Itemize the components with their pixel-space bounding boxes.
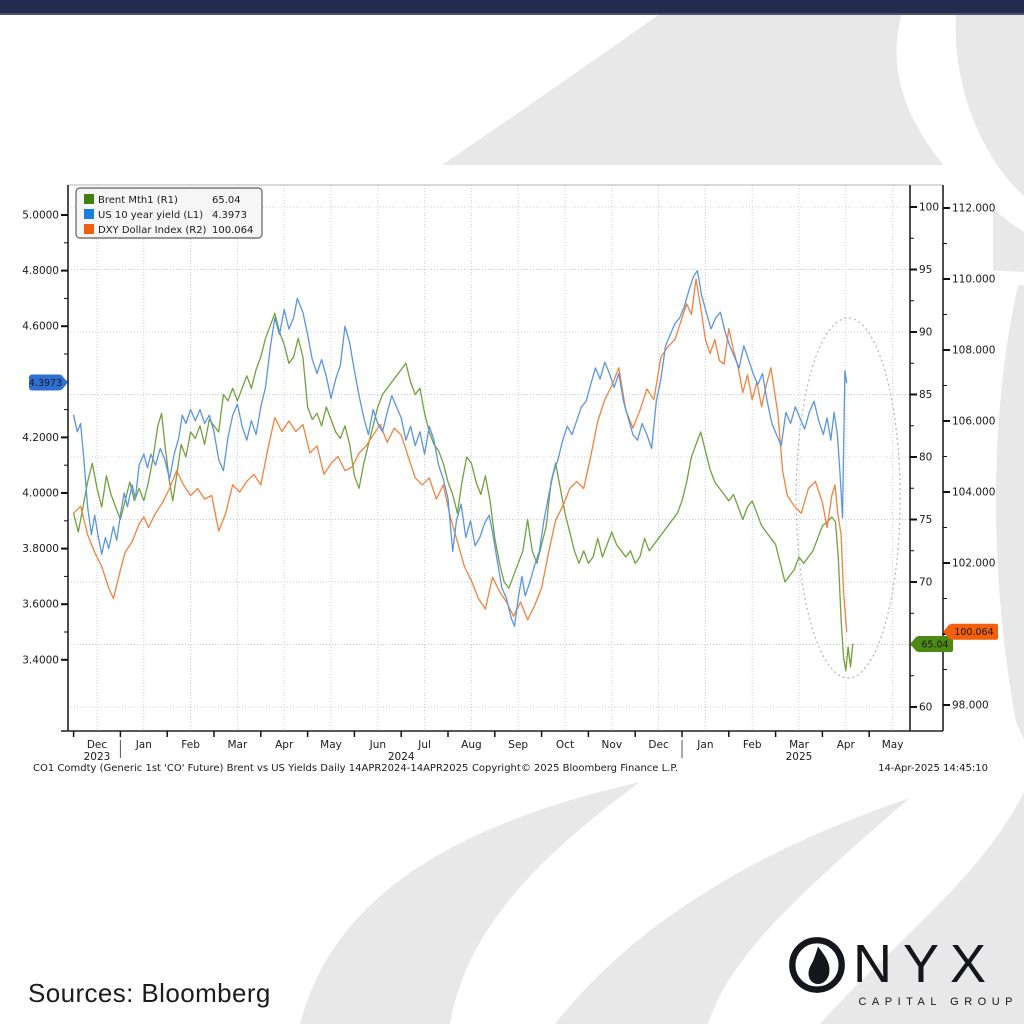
- svg-text:70: 70: [919, 577, 932, 589]
- svg-text:Dec: Dec: [648, 739, 669, 751]
- svg-text:4.8000: 4.8000: [22, 265, 59, 277]
- svg-text:106.000: 106.000: [952, 416, 995, 428]
- svg-text:85: 85: [919, 389, 932, 401]
- svg-text:110.000: 110.000: [952, 274, 995, 286]
- svg-text:2023: 2023: [84, 751, 111, 763]
- onyx-logo-row: NYX: [786, 933, 1018, 995]
- series-dxy-dollar-index-r2: [72, 278, 848, 633]
- svg-text:Mar: Mar: [789, 739, 809, 751]
- svg-text:60: 60: [919, 702, 932, 714]
- svg-text:May: May: [320, 739, 342, 751]
- onyx-flame-o-icon: [789, 937, 845, 993]
- svg-text:80: 80: [919, 452, 932, 464]
- svg-text:4.3973: 4.3973: [212, 210, 247, 221]
- highlight-ellipse: [795, 317, 901, 679]
- svg-text:2025: 2025: [786, 751, 813, 763]
- svg-text:65.04: 65.04: [921, 640, 948, 651]
- svg-text:4.3973: 4.3973: [29, 378, 62, 389]
- svg-text:Oct: Oct: [556, 739, 574, 751]
- svg-text:Feb: Feb: [743, 739, 762, 751]
- gridlines: [68, 185, 910, 731]
- svg-text:98.000: 98.000: [952, 700, 989, 712]
- svg-text:Jan: Jan: [696, 739, 713, 751]
- svg-text:Aug: Aug: [461, 739, 482, 751]
- last-value-tag-us10y: 4.3973: [29, 374, 68, 391]
- svg-text:3.6000: 3.6000: [22, 599, 59, 611]
- svg-text:Apr: Apr: [275, 739, 294, 751]
- svg-text:3.8000: 3.8000: [22, 543, 59, 555]
- svg-text:Copyright© 2025 Bloomberg Fina: Copyright© 2025 Bloomberg Finance L.P.: [472, 763, 678, 774]
- series-us-10-year-yield-l1: [72, 269, 848, 628]
- svg-text:Jul: Jul: [417, 739, 431, 751]
- legend-swatch-icon: [84, 209, 94, 219]
- left-axis-us10y: 5.0000 4.8000 4.6000 4.2000 4.0000 3.8000 3.60…: [22, 210, 68, 666]
- onyx-capital-group-logo: NYX CAPITAL GROUP: [786, 933, 1018, 1008]
- svg-text:3.4000: 3.4000: [22, 654, 59, 666]
- legend: Brent Mth1 (R1) 65.04 US 10 year yield (L1…: [75, 187, 263, 239]
- top-accent-bar: [0, 0, 1024, 15]
- svg-text:65.04: 65.04: [212, 195, 241, 206]
- svg-text:102.000: 102.000: [952, 558, 995, 570]
- svg-text:CO1 Comdty (Generic 1st 'CO' F: CO1 Comdty (Generic 1st 'CO' Future) Bre…: [33, 763, 468, 774]
- svg-text:Brent Mth1 (R1): Brent Mth1 (R1): [98, 195, 178, 206]
- svg-text:95: 95: [919, 264, 932, 276]
- svg-text:90: 90: [919, 327, 932, 339]
- svg-text:4.2000: 4.2000: [22, 432, 59, 444]
- svg-text:5.0000: 5.0000: [22, 210, 59, 222]
- onyx-logo-subtitle: CAPITAL GROUP: [858, 996, 1018, 1008]
- svg-text:104.000: 104.000: [952, 487, 995, 499]
- svg-text:Sep: Sep: [508, 739, 528, 751]
- svg-text:75: 75: [919, 514, 932, 526]
- svg-text:100.064: 100.064: [954, 627, 993, 638]
- last-value-tag-dxy: 100.064: [943, 623, 998, 640]
- svg-text:Jun: Jun: [369, 739, 386, 751]
- svg-text:108.000: 108.000: [952, 345, 995, 357]
- svg-text:100.064: 100.064: [212, 225, 253, 236]
- series-brent-mth1-r1: [72, 312, 854, 672]
- legend-swatch-icon: [84, 224, 94, 234]
- svg-text:4.6000: 4.6000: [22, 321, 59, 333]
- svg-text:Jan: Jan: [135, 739, 152, 751]
- svg-text:May: May: [882, 739, 904, 751]
- x-axis: Dec Jan Feb Mar Apr May Jun Jul Aug Sep Oct Nov Dec J…: [72, 731, 904, 763]
- svg-text:Dec: Dec: [87, 739, 108, 751]
- sources-text: Sources: Bloomberg: [28, 978, 271, 1008]
- right-axis-brent: 100 95 90 85 80 75 70 60: [910, 202, 939, 714]
- svg-text:4.0000: 4.0000: [22, 488, 59, 500]
- chart-footer: CO1 Comdty (Generic 1st 'CO' Future) Bre…: [33, 763, 988, 774]
- svg-text:2024: 2024: [388, 751, 415, 763]
- svg-text:100: 100: [919, 202, 939, 214]
- svg-text:US 10 year yield (L1): US 10 year yield (L1): [98, 210, 203, 221]
- svg-text:Mar: Mar: [227, 739, 247, 751]
- right-axis-dxy: 112.000 110.000 108.000 106.000 104.000 102.0…: [943, 203, 995, 712]
- legend-swatch-icon: [84, 194, 94, 204]
- svg-text:112.000: 112.000: [952, 203, 995, 215]
- svg-text:14-Apr-2025 14:45:10: 14-Apr-2025 14:45:10: [878, 763, 988, 774]
- chart-background: [25, 165, 993, 778]
- svg-text:Nov: Nov: [602, 739, 623, 751]
- last-value-tag-brent: 65.04: [910, 636, 953, 652]
- svg-text:Feb: Feb: [181, 739, 200, 751]
- svg-text:Apr: Apr: [837, 739, 856, 751]
- onyx-logo-word: NYX: [853, 934, 998, 994]
- svg-text:DXY Dollar Index (R2): DXY Dollar Index (R2): [98, 225, 207, 236]
